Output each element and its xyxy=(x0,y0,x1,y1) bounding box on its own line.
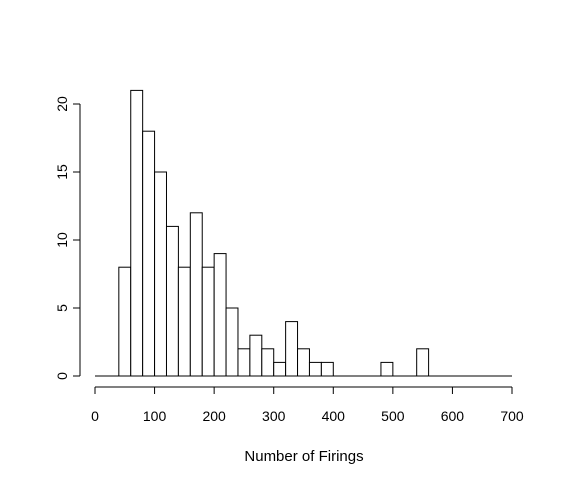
histogram-bar-380-400 xyxy=(320,361,334,377)
x-tick-label-400: 400 xyxy=(322,408,346,424)
histogram-bar-540-560 xyxy=(416,348,430,377)
y-tick-label-10: 10 xyxy=(54,232,70,248)
x-axis-title: Number of Firings xyxy=(244,448,363,465)
histogram-bar-120-140 xyxy=(165,225,179,377)
histogram-bar-240-260 xyxy=(237,348,251,377)
y-tick-label-20: 20 xyxy=(54,96,70,112)
x-tick-label-700: 700 xyxy=(500,408,524,424)
histogram-bar-200-220 xyxy=(213,253,227,377)
bars-layer xyxy=(95,89,512,377)
histogram-bar-80-100 xyxy=(142,130,156,377)
histogram-bar-60-80 xyxy=(130,89,144,377)
x-tick-label-500: 500 xyxy=(381,408,405,424)
x-tick-label-300: 300 xyxy=(262,408,286,424)
histogram-bar-320-340 xyxy=(285,321,299,377)
axes-layer: 0 100 200 300 400 500 600 700 0 5 10 15 20 xyxy=(54,96,524,424)
histogram-bar-220-240 xyxy=(225,307,239,377)
histogram-bar-360-380 xyxy=(308,361,322,377)
x-tick-label-200: 200 xyxy=(202,408,226,424)
histogram-bar-280-300 xyxy=(261,348,275,377)
histogram-bar-260-280 xyxy=(249,334,263,377)
histogram-bar-40-60 xyxy=(118,266,132,377)
y-tick-label-0: 0 xyxy=(54,372,70,380)
x-tick-label-100: 100 xyxy=(143,408,167,424)
histogram-bar-100-120 xyxy=(154,171,167,377)
histogram-bar-180-200 xyxy=(201,266,215,377)
histogram-bar-300-320 xyxy=(273,361,287,377)
histogram-bar-480-500 xyxy=(380,361,394,377)
x-tick-label-0: 0 xyxy=(91,408,99,424)
histogram-bar-340-360 xyxy=(297,348,310,377)
histogram-bar-160-180 xyxy=(189,212,203,377)
y-tick-label-15: 15 xyxy=(54,164,70,180)
histogram-bar-140-160 xyxy=(177,266,191,377)
y-tick-label-5: 5 xyxy=(54,304,70,312)
x-tick-label-600: 600 xyxy=(441,408,465,424)
